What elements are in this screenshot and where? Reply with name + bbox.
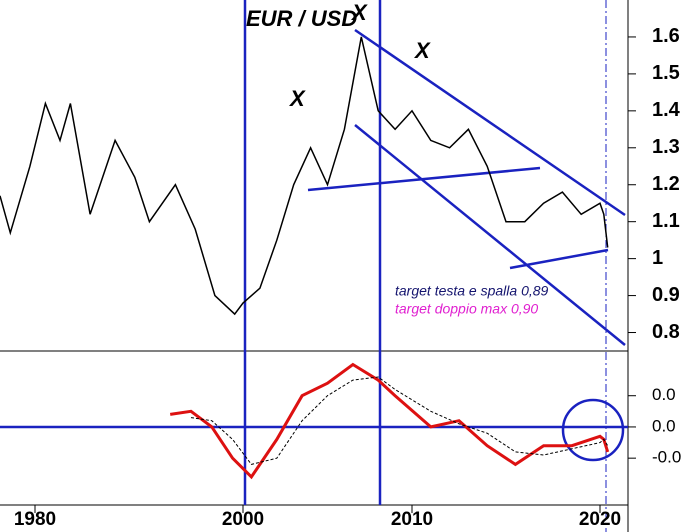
y-tick-label: 1 [652,247,663,269]
y2-tick-label: -0.0 [652,448,681,467]
price-line [0,36,609,316]
oscillator-line [190,376,609,465]
x-tick-label: 2000 [222,509,264,530]
y-tick-label: 1.2 [652,173,680,195]
y-tick-label: 1.4 [652,99,681,121]
x-tick-label: 1980 [14,509,56,530]
annotation: X [288,86,306,111]
annotation: target doppio max 0,90 [395,301,538,317]
highlight-circle [561,398,625,462]
y-tick-label: 1.5 [652,62,680,84]
chart-title: EUR / USD [246,6,357,31]
y-tick-label: 0.9 [652,284,680,306]
y-tick-label: 1.1 [652,210,680,232]
y2-tick-label: 0.0 [652,416,676,435]
oscillator-line [169,362,610,480]
y-tick-label: 1.3 [652,136,680,158]
annotation: X [350,0,368,25]
y-tick-label: 1.6 [652,25,680,47]
y2-tick-label: 0.0 [652,385,676,404]
annotation: target testa e spalla 0,89 [395,283,549,299]
trend-lines [0,0,628,505]
x-tick-label: 2020 [579,509,621,530]
annotation: X [413,38,431,63]
x-tick-label: 2010 [391,509,433,530]
y-tick-label: 0.8 [652,321,680,343]
